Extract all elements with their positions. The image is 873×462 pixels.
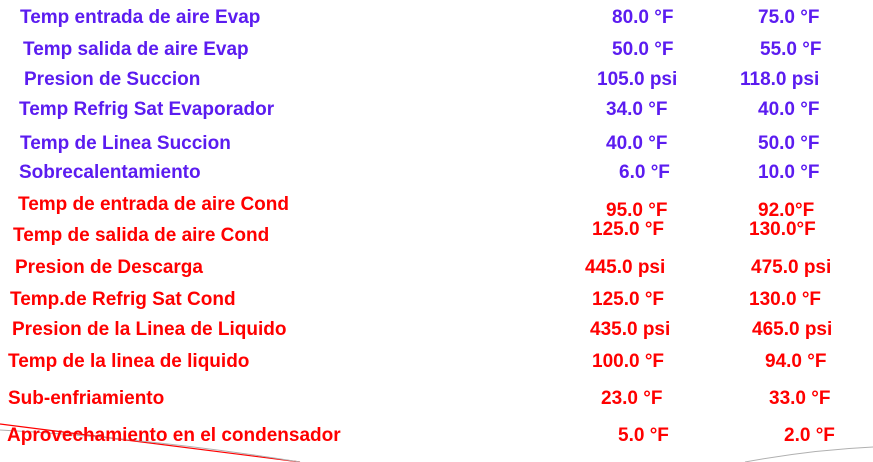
- row-label: Aprovechamiento en el condensador: [7, 425, 341, 446]
- table-row: Presion de la Linea de Liquido 435.0 psi…: [0, 317, 873, 343]
- row-label: Temp de entrada de aire Cond: [18, 194, 289, 215]
- value-column-2: 118.0 psi: [740, 69, 820, 90]
- value-column-2: 475.0 psi: [751, 257, 832, 278]
- value-column-1: 125.0 °F: [592, 219, 665, 240]
- value-column-1: 34.0 °F: [606, 99, 668, 120]
- value-column-1: 125.0 °F: [592, 289, 665, 310]
- table-row: Sobrecalentamiento 6.0 °F 10.0 °F: [0, 160, 873, 186]
- row-label: Presion de Descarga: [15, 257, 203, 278]
- value-column-1: 445.0 psi: [585, 257, 666, 278]
- value-column-2: 55.0 °F: [760, 39, 822, 60]
- value-column-2: 75.0 °F: [758, 7, 820, 28]
- table-row: Presion de Descarga 445.0 psi 475.0 psi: [0, 255, 873, 281]
- table-row: Temp entrada de aire Evap 80.0 °F 75.0 °…: [0, 5, 873, 31]
- value-column-1: 105.0 psi: [597, 69, 678, 90]
- value-column-2: 130.0°F: [749, 219, 816, 240]
- value-column-1: 6.0 °F: [619, 162, 670, 183]
- row-label: Temp salida de aire Evap: [23, 39, 249, 60]
- value-column-2: 40.0 °F: [758, 99, 820, 120]
- value-column-1: 435.0 psi: [590, 319, 671, 340]
- table-row: Sub-enfriamiento 23.0 °F 33.0 °F: [0, 386, 873, 412]
- value-column-2: 465.0 psi: [752, 319, 833, 340]
- row-label: Sub-enfriamiento: [8, 388, 165, 409]
- value-column-1: 40.0 °F: [606, 133, 668, 154]
- table-row: Aprovechamiento en el condensador 5.0 °F…: [0, 423, 873, 449]
- value-column-1: 23.0 °F: [601, 388, 663, 409]
- table-row: Temp de Linea Succion 40.0 °F 50.0 °F: [0, 131, 873, 157]
- table-row: Temp.de Refrig Sat Cond 125.0 °F 130.0 °…: [0, 287, 873, 313]
- table-row: Temp de salida de aire Cond 125.0 °F 130…: [0, 219, 873, 249]
- row-label: Temp entrada de aire Evap: [20, 7, 261, 28]
- value-column-1: 50.0 °F: [612, 39, 674, 60]
- row-label: Sobrecalentamiento: [19, 162, 201, 183]
- value-column-2: 33.0 °F: [769, 388, 831, 409]
- value-column-1: 95.0 °F: [606, 200, 668, 221]
- row-label: Presion de la Linea de Liquido: [12, 319, 287, 340]
- value-column-1: 100.0 °F: [592, 351, 665, 372]
- row-label: Temp.de Refrig Sat Cond: [10, 289, 236, 310]
- value-column-1: 5.0 °F: [618, 425, 669, 446]
- value-column-2: 130.0 °F: [749, 289, 822, 310]
- row-label: Temp de la linea de liquido: [8, 351, 250, 372]
- table-row: Presion de Succion 105.0 psi 118.0 psi: [0, 67, 873, 93]
- table-row: Temp Refrig Sat Evaporador 34.0 °F 40.0 …: [0, 97, 873, 123]
- value-column-2: 92.0°F: [758, 200, 815, 221]
- row-label: Presion de Succion: [24, 69, 201, 90]
- row-label: Temp de Linea Succion: [20, 133, 231, 154]
- value-column-1: 80.0 °F: [612, 7, 674, 28]
- value-column-2: 94.0 °F: [765, 351, 827, 372]
- table-row: Temp de la linea de liquido 100.0 °F 94.…: [0, 349, 873, 375]
- value-column-2: 50.0 °F: [758, 133, 820, 154]
- value-column-2: 10.0 °F: [758, 162, 820, 183]
- table-row: Temp salida de aire Evap 50.0 °F 55.0 °F: [0, 37, 873, 63]
- value-column-2: 2.0 °F: [784, 425, 835, 446]
- row-label: Temp de salida de aire Cond: [13, 225, 270, 246]
- table-row: Temp de entrada de aire Cond 95.0 °F 92.…: [0, 192, 873, 221]
- row-label: Temp Refrig Sat Evaporador: [19, 99, 275, 120]
